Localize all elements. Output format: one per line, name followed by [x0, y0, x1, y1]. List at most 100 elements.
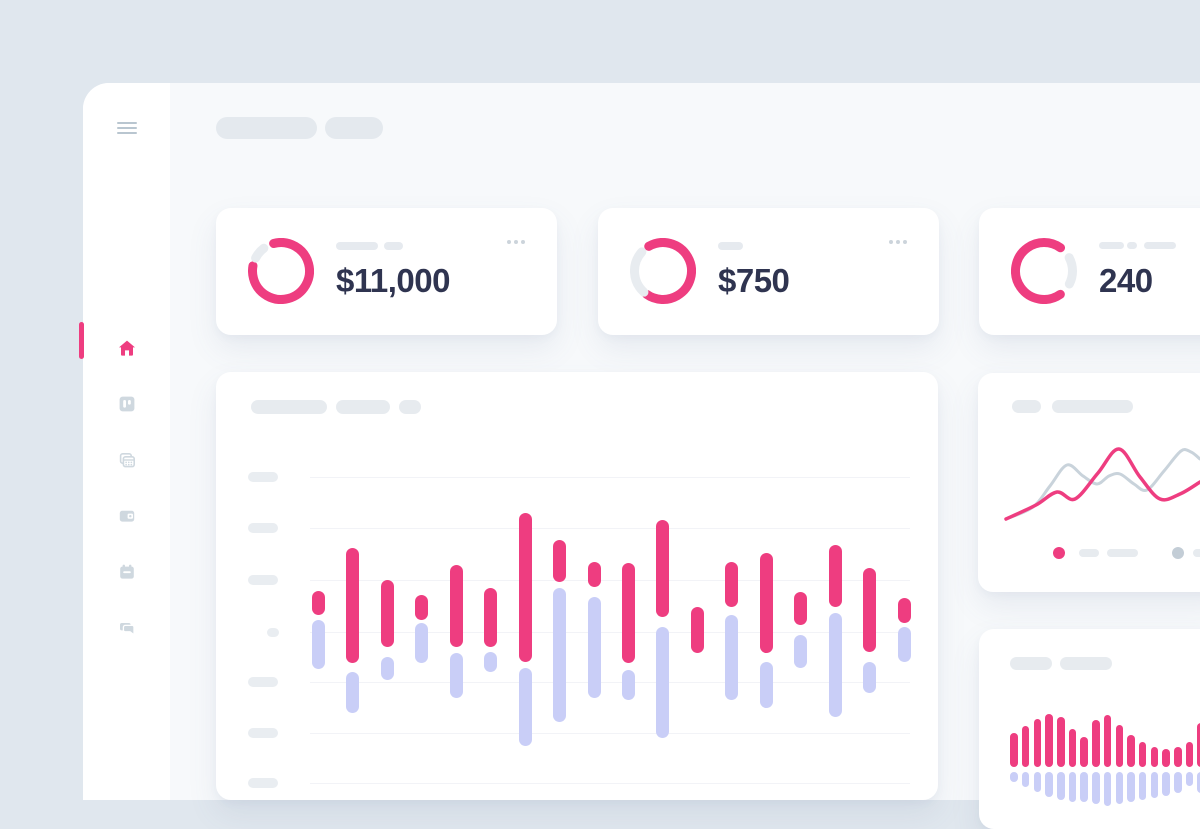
kpi-donut-chart	[1011, 238, 1077, 304]
mini-bar-down	[1092, 772, 1100, 804]
gridline	[310, 733, 910, 734]
bar-below	[655, 627, 669, 738]
y-axis-tick-skeleton	[248, 472, 278, 482]
calendar-icon	[119, 564, 134, 579]
more-options-icon[interactable]	[889, 240, 907, 244]
sidebar-item-messages[interactable]	[83, 600, 170, 656]
bar-below	[345, 672, 359, 713]
gridline	[310, 632, 910, 633]
bar-below	[897, 627, 911, 662]
mini-bar-down	[1021, 772, 1030, 787]
hamburger-menu-icon[interactable]	[117, 122, 137, 134]
sidebar-nav	[83, 320, 170, 656]
kpi-skeleton-row	[1099, 242, 1200, 252]
bar-above	[483, 588, 497, 647]
mini-bar-up	[1127, 735, 1135, 767]
kpi-donut	[630, 238, 696, 304]
mini-bar-chart-card	[979, 629, 1200, 829]
bar-above	[724, 562, 738, 607]
kpi-body: $750	[718, 242, 918, 300]
kpi-value: $11,000	[336, 262, 450, 299]
bar-below	[449, 653, 463, 698]
mini-bar-down	[1174, 772, 1182, 793]
bar-below	[380, 657, 394, 680]
bar-below	[587, 597, 601, 698]
kpi-donut-chart	[630, 238, 696, 304]
active-nav-indicator	[79, 322, 84, 359]
y-axis-tick-skeleton	[248, 523, 278, 533]
kpi-card: 240	[979, 208, 1200, 335]
line-chart-card	[978, 373, 1200, 592]
bar-below	[483, 652, 497, 672]
bar-below	[414, 623, 428, 663]
kanban-board-icon	[119, 396, 134, 412]
kpi-skeleton-pill	[1144, 242, 1176, 249]
bar-below	[862, 662, 876, 693]
mini-bar-up	[1068, 729, 1077, 767]
bar-below	[621, 670, 635, 700]
main-bar-chart-card	[216, 372, 938, 800]
bar-below	[828, 613, 842, 717]
mini-bar-down	[1033, 772, 1042, 792]
kpi-skeleton-pill	[336, 242, 378, 250]
kpi-donut	[248, 238, 314, 304]
mini-bar-up	[1174, 747, 1182, 767]
gridline	[310, 783, 910, 784]
bar-above	[449, 565, 463, 647]
mini-bar-up	[1057, 717, 1065, 767]
bar-above	[828, 545, 842, 607]
trend-line-gray	[1004, 448, 1200, 521]
kpi-body: 240	[1099, 242, 1200, 300]
kpi-body: $11,000	[336, 242, 536, 300]
mini-bar-down	[1115, 772, 1124, 804]
bar-above	[759, 553, 773, 653]
kpi-donut	[1011, 238, 1077, 304]
mini-bar-down	[1185, 772, 1194, 786]
gridline	[310, 580, 910, 581]
legend-dot	[1172, 547, 1184, 559]
chart-title-skeleton-pill	[1012, 400, 1041, 413]
mini-bar-up	[1197, 723, 1200, 767]
bar-above	[380, 580, 394, 647]
chart-title-skeleton-pill	[336, 400, 390, 414]
bar-above	[552, 540, 566, 582]
wallet-icon	[119, 510, 134, 522]
more-options-icon[interactable]	[507, 240, 525, 244]
sidebar-item-reports[interactable]	[83, 432, 170, 488]
sidebar-item-home[interactable]	[83, 320, 170, 376]
bar-above	[793, 592, 807, 625]
mini-bar-down	[1162, 772, 1170, 796]
mini-bar-down	[1150, 772, 1159, 798]
kpi-skeleton-row	[336, 242, 536, 252]
mini-bar-up	[1045, 714, 1053, 767]
kpi-value: $750	[718, 262, 790, 299]
sidebar	[83, 83, 170, 800]
mini-bar-down	[1138, 772, 1147, 800]
trend-line-pink	[1004, 447, 1200, 521]
y-axis-tick-skeleton	[248, 677, 278, 687]
chart-title-skeleton-pill	[1060, 657, 1112, 670]
kpi-skeleton-row	[718, 242, 918, 252]
mini-bar-up	[1033, 719, 1042, 767]
bar-above	[518, 513, 532, 662]
legend-label-skeleton	[1193, 549, 1200, 557]
mini-bar-up	[1115, 725, 1124, 767]
mini-bar-up	[1010, 733, 1018, 767]
kpi-card: $11,000	[216, 208, 557, 335]
trend-lines-chart	[1004, 447, 1200, 521]
bar-above	[655, 520, 669, 617]
y-axis-tick-skeleton	[248, 575, 278, 585]
bar-above	[690, 607, 704, 653]
chart-title-skeleton-pill	[1052, 400, 1133, 413]
chart-title-skeleton-pill	[251, 400, 327, 414]
mini-bar-up	[1150, 747, 1159, 767]
legend-label-skeleton	[1107, 549, 1138, 557]
sidebar-item-calendar[interactable]	[83, 544, 170, 600]
kpi-skeleton-pill	[1127, 242, 1137, 249]
sidebar-item-wallet[interactable]	[83, 488, 170, 544]
mini-bar-down	[1010, 772, 1018, 782]
bar-below	[311, 620, 325, 669]
mini-bar-down	[1080, 772, 1088, 802]
sidebar-item-boards[interactable]	[83, 376, 170, 432]
mini-bar-up	[1021, 726, 1030, 767]
